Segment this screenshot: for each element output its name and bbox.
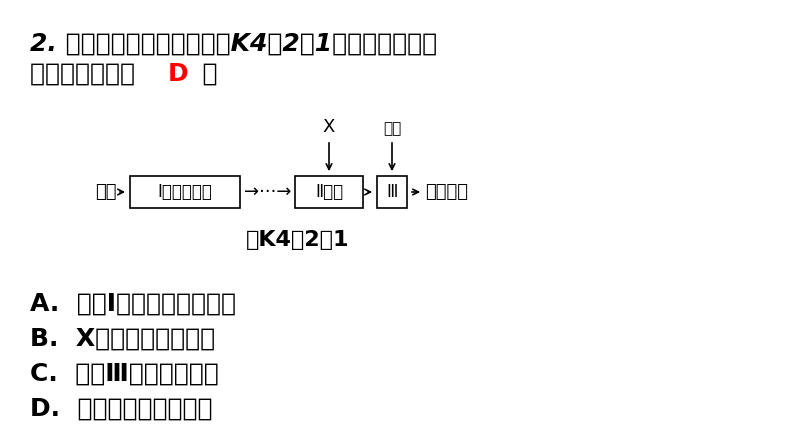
Text: 河水: 河水 xyxy=(95,183,117,201)
Text: 图K4－2－1: 图K4－2－1 xyxy=(246,230,349,250)
Text: B.  X试剂可以是活性炭: B. X试剂可以是活性炭 xyxy=(30,327,215,351)
Text: 说法错误的是（: 说法错误的是（ xyxy=(30,62,152,86)
Text: Ⅲ: Ⅲ xyxy=(387,183,398,201)
Text: →···→: →···→ xyxy=(244,183,291,201)
Text: X: X xyxy=(323,118,335,136)
Text: A.  步骤I可除去难溶性杂质: A. 步骤I可除去难溶性杂质 xyxy=(30,292,236,316)
Text: Ⅰ沉降、过滤: Ⅰ沉降、过滤 xyxy=(157,183,213,201)
FancyBboxPatch shape xyxy=(130,176,240,208)
Text: ）: ） xyxy=(185,62,218,86)
Text: D.  净化后的水是纯净物: D. 净化后的水是纯净物 xyxy=(30,397,213,421)
Text: 液氯: 液氯 xyxy=(383,121,401,136)
Text: D: D xyxy=(168,62,189,86)
FancyBboxPatch shape xyxy=(295,176,363,208)
FancyBboxPatch shape xyxy=(377,176,407,208)
Text: 2. 河水净化的主要步骤如图K4－2－1所示。下列有关: 2. 河水净化的主要步骤如图K4－2－1所示。下列有关 xyxy=(30,32,437,56)
Text: Ⅱ吸附: Ⅱ吸附 xyxy=(315,183,343,201)
Text: C.  步骤Ⅲ可杀菌、消毒: C. 步骤Ⅲ可杀菌、消毒 xyxy=(30,362,219,386)
Text: 净化的水: 净化的水 xyxy=(425,183,468,201)
